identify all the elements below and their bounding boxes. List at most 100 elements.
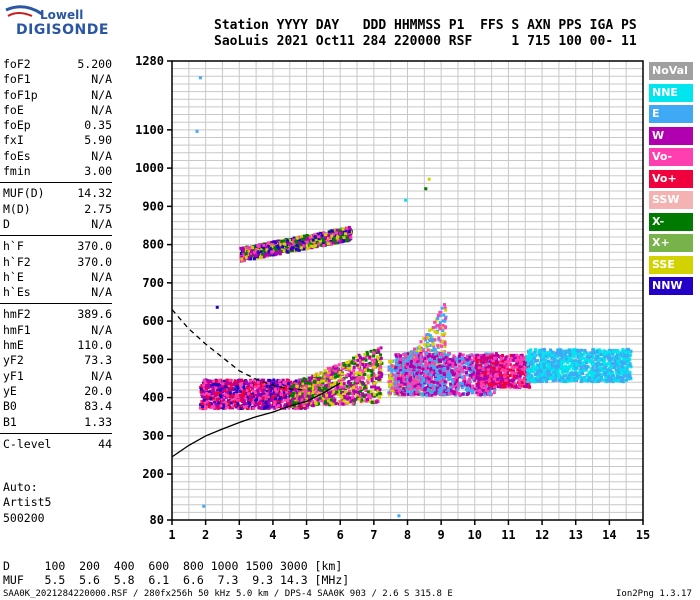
echo-point [419,386,423,390]
echo-point [347,380,351,383]
param-value: 5.200 [77,57,112,71]
param-label: h`E [3,269,24,284]
echo-point [438,314,442,318]
echo-point [514,385,518,389]
echo-point [293,407,297,411]
echo-point [374,387,378,391]
echo-point [206,379,209,383]
echo-point [439,389,443,392]
echo-point [430,355,434,359]
param-row: yF2 73.3 [0,353,112,368]
echo-point [423,367,427,371]
echo-point [226,394,230,398]
param-row: M(D) 2.75 [0,202,112,217]
echo-point [360,388,364,392]
echo-point [406,352,410,356]
echo-point [214,400,218,404]
echo-point [485,356,489,360]
echo-point [433,379,437,382]
echo-point [284,394,288,398]
echo-point [446,368,450,372]
echo-point [513,375,516,379]
param-value: N/A [91,285,112,300]
echo-point [216,391,220,395]
echo-point [370,370,374,374]
param-row: h`F2 370.0 [0,255,112,270]
echo-point [285,378,289,382]
echo-point [435,378,439,381]
echo-point [321,389,325,392]
echo-point [601,363,605,366]
param-label: MUF(D) [3,186,45,201]
echo-point [433,389,437,393]
echo-point [432,385,436,389]
echo-point [413,359,417,363]
y-tick-label: 500 [142,352,164,366]
echo-point [248,398,252,402]
echo-point [500,377,504,381]
echo-point [420,388,424,392]
echo-point [300,394,304,398]
echo-point [428,365,432,369]
echo-point [506,370,510,374]
echo-point [528,367,532,371]
echo-point [377,386,381,390]
echo-point [364,368,367,372]
echo-point [260,378,264,382]
param-label: h`F [3,239,24,254]
echo-point [267,383,270,387]
param-row: foEp 0.35 [0,118,112,133]
echo-point [308,394,312,398]
param-value: N/A [91,368,112,383]
echo-point [560,355,564,359]
echo-point [216,403,220,407]
echo-point [545,362,549,366]
echo-point [373,385,377,389]
echo-point [232,400,236,404]
echo-point [465,358,469,362]
echo-point [475,353,479,357]
echo-point [399,369,403,373]
echo-point [486,390,490,393]
echo-point [447,360,451,364]
echo-point [506,354,509,358]
echo-point [573,348,577,352]
echo-point [258,396,262,400]
echo-point [493,388,497,392]
echo-point [429,358,432,362]
echo-point [507,362,511,366]
echo-point [460,386,464,389]
echo-point [499,376,503,379]
echo-point [406,392,410,396]
echo-point [218,390,222,394]
echo-point [239,393,242,397]
echo-point [438,384,442,388]
echo-point [364,399,368,403]
echo-point [242,403,246,407]
echo-point [372,354,376,358]
echo-point [355,355,359,359]
echo-point [482,357,486,361]
echo-point [370,377,374,381]
echo-point [616,349,620,353]
echo-point [441,363,445,367]
echo-point [308,379,312,383]
echo-point [511,358,515,362]
echo-point [488,385,492,389]
echo-point [525,382,529,386]
echo-point [264,380,268,384]
echo-point [256,389,260,393]
echo-point [429,391,433,395]
echo-point [353,390,357,394]
echo-point [368,355,372,359]
echo-point [292,393,296,397]
echo-point [438,321,442,325]
param-value: 3.00 [84,164,112,179]
echo-point [261,396,265,400]
param-label: B1 [3,414,17,429]
echo-point [479,384,483,388]
echo-point [211,383,215,386]
echo-point [204,406,208,409]
echo-point [277,391,281,395]
echo-point [522,382,526,385]
